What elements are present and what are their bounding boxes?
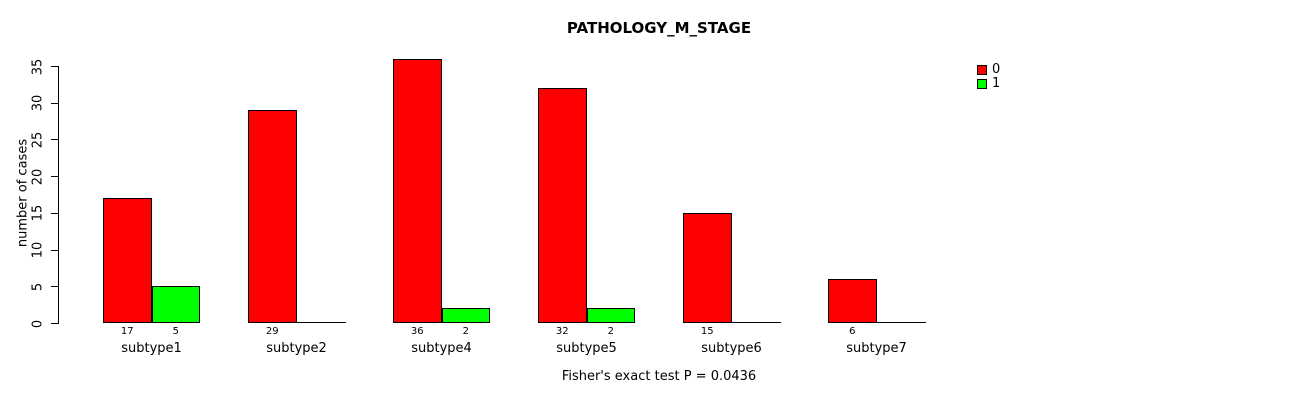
y-axis-tick-label: 5 bbox=[30, 282, 46, 291]
y-axis-tick-label: 15 bbox=[30, 205, 46, 222]
x-axis-category-label: subtype5 bbox=[556, 341, 617, 356]
y-axis-label: number of cases bbox=[15, 138, 31, 248]
stat-annotation: Fisher's exact test P = 0.0436 bbox=[561, 369, 757, 384]
bar-series0-subtype1 bbox=[103, 198, 152, 323]
legend-item: 0 bbox=[977, 62, 1001, 77]
bar-series1-subtype1 bbox=[151, 286, 200, 323]
x-axis-category-label: subtype1 bbox=[121, 341, 182, 356]
y-axis-tick-label: 25 bbox=[30, 131, 46, 149]
bar-series1-subtype5 bbox=[586, 308, 635, 323]
y-axis-tick bbox=[51, 323, 58, 324]
bar-value-label: 5 bbox=[172, 326, 179, 337]
bar-series1-subtype7 bbox=[876, 322, 926, 323]
x-axis-category-label: subtype6 bbox=[701, 341, 762, 356]
y-axis-tick bbox=[51, 102, 58, 104]
bar-value-label: 15 bbox=[700, 326, 714, 337]
y-axis-tick-label: 35 bbox=[30, 58, 46, 75]
bar-series1-subtype6 bbox=[731, 322, 781, 323]
bar-value-label: 32 bbox=[555, 326, 569, 337]
bar-series0-subtype2 bbox=[248, 110, 297, 323]
y-axis-tick bbox=[51, 176, 58, 178]
bar-series1-subtype4 bbox=[441, 308, 490, 323]
bar-value-label: 17 bbox=[120, 326, 134, 337]
bar-value-label: 2 bbox=[607, 326, 614, 337]
x-axis-category-label: subtype2 bbox=[266, 341, 327, 356]
y-axis-tick bbox=[51, 212, 58, 214]
bar-value-label: 2 bbox=[462, 326, 469, 337]
y-axis-tick-label: 20 bbox=[30, 168, 46, 185]
y-axis-tick bbox=[51, 286, 58, 288]
y-axis-tick-label: 0 bbox=[30, 319, 46, 328]
bar-value-label: 6 bbox=[849, 326, 856, 337]
y-axis-line bbox=[58, 66, 59, 324]
y-axis-tick bbox=[51, 139, 58, 141]
x-axis-category-label: subtype4 bbox=[411, 341, 472, 356]
bar-series0-subtype4 bbox=[393, 58, 442, 323]
legend-swatch bbox=[977, 65, 987, 75]
y-axis-tick bbox=[51, 66, 58, 67]
y-axis-tick bbox=[51, 249, 58, 251]
legend-label: 1 bbox=[992, 76, 1001, 91]
legend-item: 1 bbox=[977, 76, 1001, 91]
bar-series0-subtype7 bbox=[828, 278, 877, 323]
y-axis-tick-label: 30 bbox=[30, 94, 46, 112]
bar-value-label: 29 bbox=[265, 326, 279, 337]
bar-value-label: 36 bbox=[410, 326, 424, 337]
x-axis-category-label: subtype7 bbox=[846, 341, 907, 356]
bar-series1-subtype2 bbox=[296, 322, 346, 323]
legend-swatch bbox=[977, 79, 987, 89]
bar-series0-subtype6 bbox=[683, 212, 732, 323]
chart-title: PATHOLOGY_M_STAGE bbox=[566, 19, 752, 37]
legend-label: 0 bbox=[992, 62, 1001, 77]
y-axis-tick-label: 10 bbox=[30, 241, 46, 259]
bar-series0-subtype5 bbox=[538, 88, 587, 323]
